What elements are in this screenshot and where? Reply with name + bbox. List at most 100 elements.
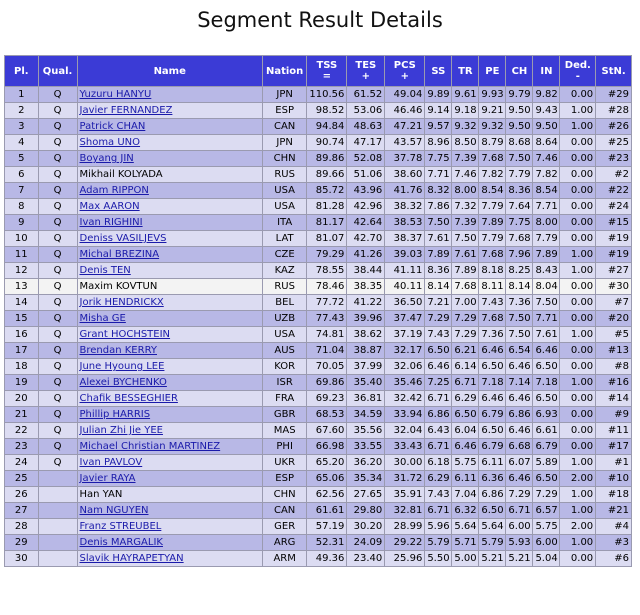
skater-name-link[interactable]: Shoma UNO: [79, 137, 141, 148]
skater-name-link[interactable]: Alexei BYCHENKO: [79, 377, 167, 388]
cell-nation: CAN: [262, 503, 307, 518]
cell-qual: Q: [38, 423, 77, 438]
cell-tss: 65.20: [307, 455, 347, 470]
cell-ss: 7.89: [425, 247, 452, 262]
cell-stn: #21: [596, 503, 631, 518]
cell-ch: 6.46: [506, 423, 533, 438]
cell-in: 9.43: [533, 103, 560, 118]
cell-tes: 38.87: [347, 343, 385, 358]
cell-pl: 1: [5, 87, 38, 102]
cell-qual: Q: [38, 407, 77, 422]
skater-name-link[interactable]: Phillip HARRIS: [79, 409, 151, 420]
table-row: 18 Q June Hyoung LEE KOR 70.05 37.99 32.06 6.46…: [5, 359, 631, 374]
skater-name-link[interactable]: June Hyoung LEE: [79, 361, 165, 372]
cell-tr: 7.04: [452, 487, 479, 502]
skater-name-link[interactable]: Patrick CHAN: [79, 121, 146, 132]
skater-name-link[interactable]: Yuzuru HANYU: [79, 89, 152, 100]
cell-pe: 6.50: [479, 503, 506, 518]
cell-ss: 6.71: [425, 391, 452, 406]
skater-name-link[interactable]: Max AARON: [79, 201, 140, 212]
cell-ch: 8.14: [506, 279, 533, 294]
table-row: 25 Javier RAYA ESP 65.06 35.34 31.72 6.29 6.11 6…: [5, 471, 631, 486]
cell-ded: 0.00: [560, 391, 596, 406]
cell-ded: 0.00: [560, 551, 596, 566]
cell-qual: Q: [38, 247, 77, 262]
skater-name-link[interactable]: Chafik BESSEGHIER: [79, 393, 178, 404]
table-row: 11 Q Michal BREZINA CZE 79.29 41.26 39.03 7.89 7…: [5, 247, 631, 262]
cell-qual: Q: [38, 231, 77, 246]
cell-pe: 7.68: [479, 247, 506, 262]
cell-tss: 77.43: [307, 311, 347, 326]
skater-name-link[interactable]: Julian Zhi Jie YEE: [79, 425, 163, 436]
cell-in: 5.89: [533, 455, 560, 470]
skater-name-link[interactable]: Grant HOCHSTEIN: [79, 329, 171, 340]
cell-ss: 6.18: [425, 455, 452, 470]
cell-ch: 6.07: [506, 455, 533, 470]
cell-ded: 1.00: [560, 487, 596, 502]
cell-ch: 7.79: [506, 167, 533, 182]
skater-name-link[interactable]: Ivan PAVLOV: [79, 457, 143, 468]
cell-pl: 27: [5, 503, 38, 518]
cell-tr: 6.71: [452, 375, 479, 390]
table-row: 10 Q Deniss VASILJEVS LAT 81.07 42.70 38.37 7.6…: [5, 231, 631, 246]
cell-ss: 6.86: [425, 407, 452, 422]
cell-pl: 6: [5, 167, 38, 182]
cell-ch: 6.71: [506, 503, 533, 518]
cell-stn: #9: [596, 407, 631, 422]
skater-name-link[interactable]: Deniss VASILJEVS: [79, 233, 167, 244]
cell-tss: 78.55: [307, 263, 347, 278]
cell-nation: JPN: [262, 87, 307, 102]
cell-ded: 0.00: [560, 151, 596, 166]
skater-name-link[interactable]: Michael Christian MARTINEZ: [79, 441, 221, 452]
cell-in: 7.82: [533, 167, 560, 182]
cell-in: 8.43: [533, 263, 560, 278]
skater-name-link[interactable]: Javier RAYA: [79, 473, 136, 484]
cell-name: Maxim KOVTUN: [77, 279, 262, 294]
table-row: 29 Denis MARGALIK ARG 52.31 24.09 29.22 5.79 5.…: [5, 535, 631, 550]
cell-pcs: 32.81: [385, 503, 425, 518]
cell-pcs: 32.42: [385, 391, 425, 406]
header-stn: StN.: [596, 56, 631, 86]
skater-name-link[interactable]: Franz STREUBEL: [79, 521, 162, 532]
cell-nation: UKR: [262, 455, 307, 470]
skater-name-link[interactable]: Nam NGUYEN: [79, 505, 149, 516]
cell-qual: Q: [38, 151, 77, 166]
cell-qual: Q: [38, 327, 77, 342]
cell-stn: #27: [596, 263, 631, 278]
skater-name-link[interactable]: Javier FERNANDEZ: [79, 105, 173, 116]
cell-tss: 74.81: [307, 327, 347, 342]
cell-tss: 66.98: [307, 439, 347, 454]
skater-name-link[interactable]: Ivan RIGHINI: [79, 217, 143, 228]
cell-pl: 16: [5, 327, 38, 342]
skater-name-link[interactable]: Adam RIPPON: [79, 185, 149, 196]
table-row: 28 Franz STREUBEL GER 57.19 30.20 28.99 5.96 5.…: [5, 519, 631, 534]
results-body: 1 Q Yuzuru HANYU JPN 110.56 61.52 49.04 9.89 9.6…: [5, 87, 631, 566]
cell-ded: 0.00: [560, 231, 596, 246]
cell-ded: 0.00: [560, 279, 596, 294]
cell-pe: 8.54: [479, 183, 506, 198]
cell-tr: 5.71: [452, 535, 479, 550]
table-row: 12 Q Denis TEN KAZ 78.55 38.44 41.11 8.36 7.89 8.…: [5, 263, 631, 278]
cell-tes: 35.34: [347, 471, 385, 486]
skater-name-link[interactable]: Michal BREZINA: [79, 249, 160, 260]
cell-tr: 7.39: [452, 151, 479, 166]
cell-tss: 62.56: [307, 487, 347, 502]
cell-tss: 78.46: [307, 279, 347, 294]
skater-name-link[interactable]: Denis MARGALIK: [79, 537, 163, 548]
skater-name-link[interactable]: Brendan KERRY: [79, 345, 157, 356]
cell-tes: 38.44: [347, 263, 385, 278]
cell-pl: 22: [5, 423, 38, 438]
cell-tss: 69.86: [307, 375, 347, 390]
skater-name-link[interactable]: Boyang JIN: [79, 153, 134, 164]
cell-in: 7.71: [533, 199, 560, 214]
cell-nation: PHI: [262, 439, 307, 454]
cell-name: Ivan RIGHINI: [77, 215, 262, 230]
skater-name-link[interactable]: Denis TEN: [79, 265, 131, 276]
cell-stn: #2: [596, 167, 631, 182]
cell-pcs: 32.04: [385, 423, 425, 438]
skater-name-link[interactable]: Misha GE: [79, 313, 126, 324]
cell-tr: 7.68: [452, 279, 479, 294]
cell-tr: 8.00: [452, 183, 479, 198]
skater-name-link[interactable]: Slavik HAYRAPETYAN: [79, 553, 184, 564]
skater-name-link[interactable]: Jorik HENDRICKX: [79, 297, 164, 308]
